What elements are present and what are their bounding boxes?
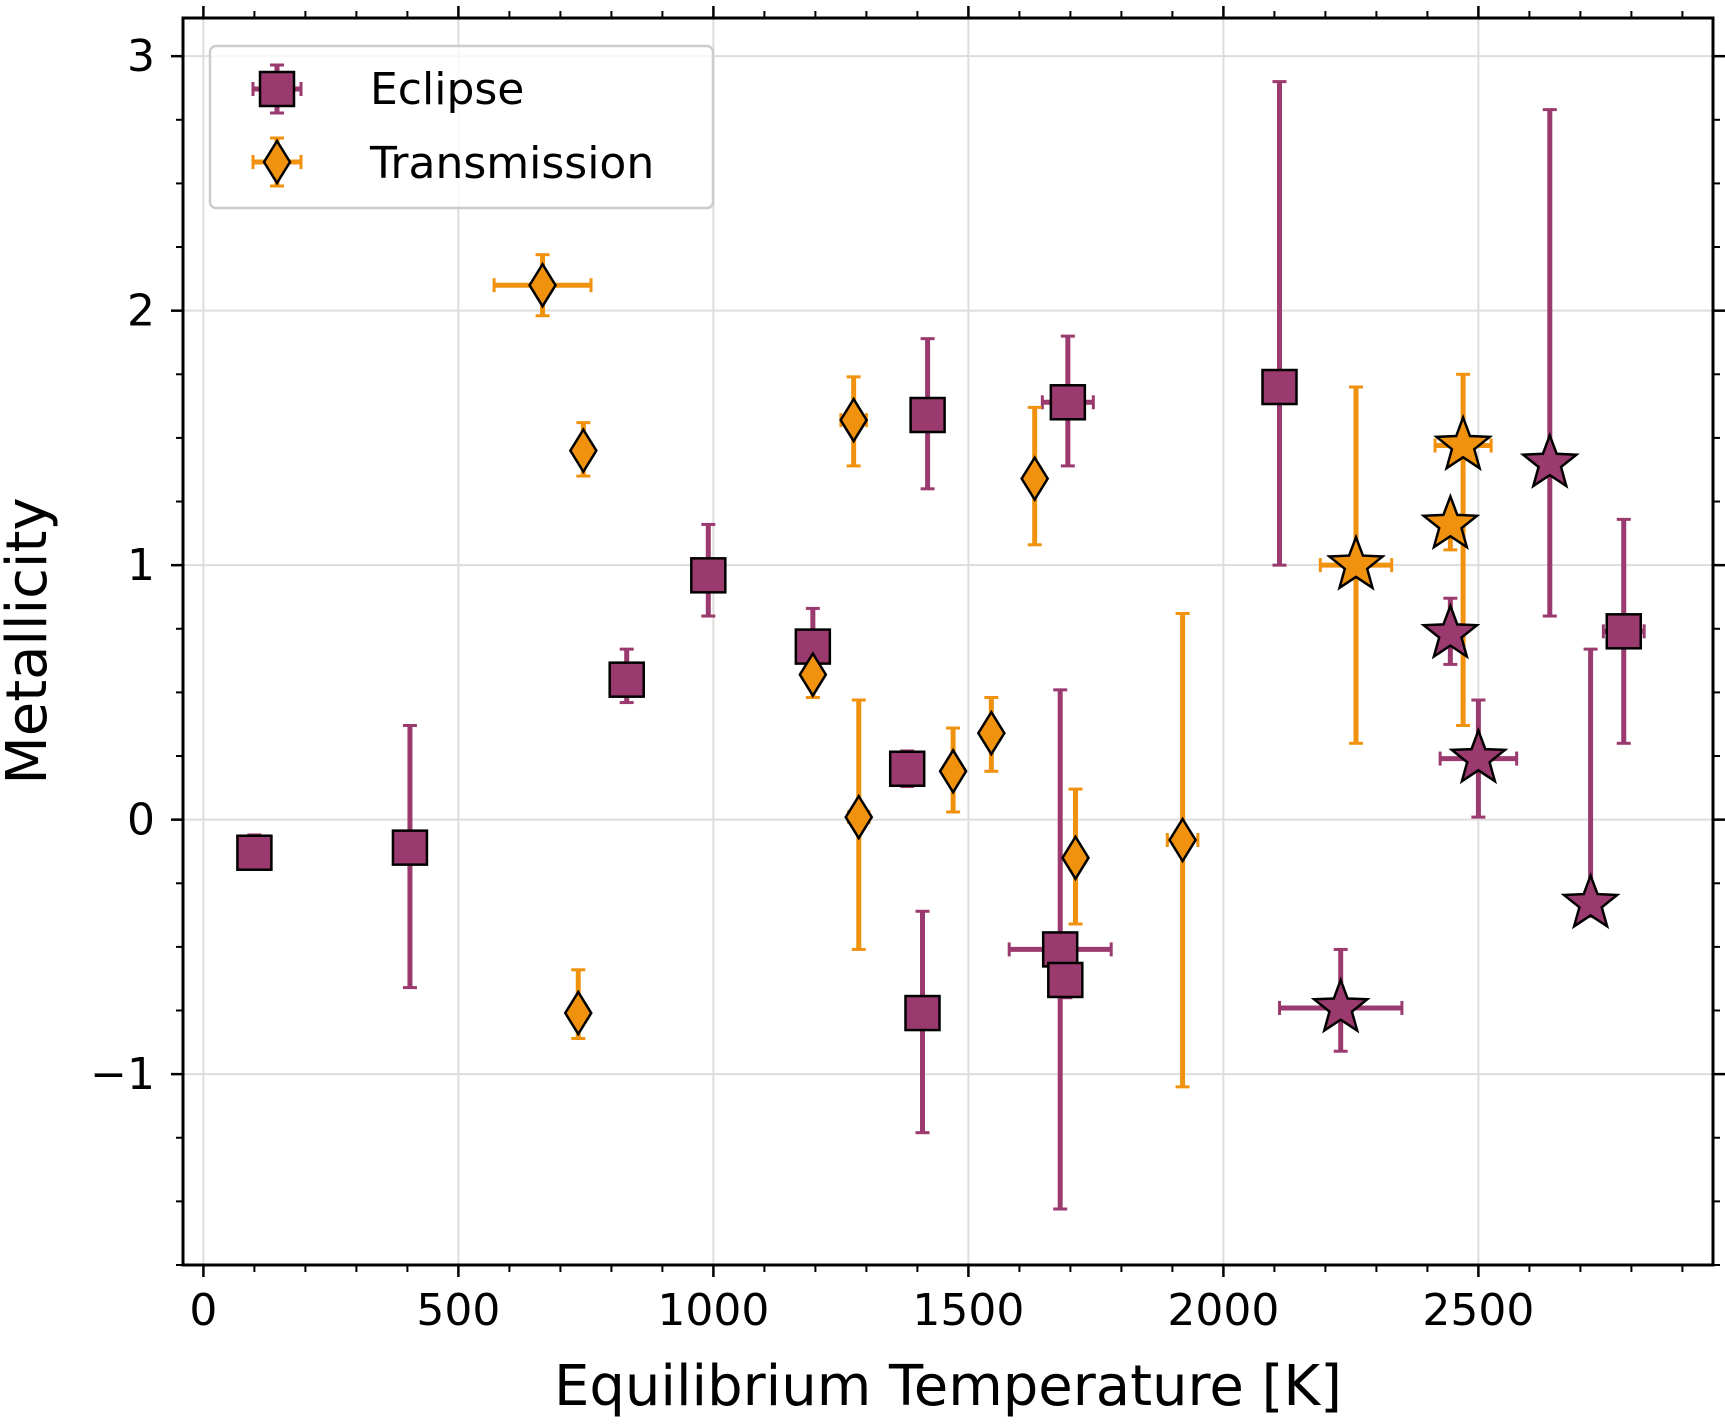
y-tick-label: −1 [90, 1049, 155, 1100]
eclipse-star-marker [1448, 727, 1509, 785]
transmission-diamond-marker [528, 261, 558, 309]
transmission-star-marker [1326, 533, 1386, 591]
eclipse-square-marker [1049, 384, 1087, 421]
eclipse-star-marker [1519, 431, 1580, 489]
y-tick-label: 3 [127, 31, 155, 82]
legend-eclipse-symbol [251, 63, 303, 115]
tick-labels: 0 500 1000 1500 2000 2500 −1 0 1 2 3 [90, 31, 1534, 1336]
eclipse-square-marker [236, 834, 273, 871]
eclipse-square-marker [909, 396, 946, 434]
x-axis-label: Equilibrium Temperature [K] [554, 1354, 1342, 1419]
transmission-diamond-marker [798, 651, 828, 698]
eclipse-square-marker [690, 557, 727, 594]
eclipse-star-marker [1310, 976, 1371, 1034]
transmission-diamond-marker [1020, 455, 1050, 503]
y-tick-label: 2 [127, 286, 155, 337]
eclipse-square-marker [608, 661, 645, 698]
legend-box [208, 44, 715, 210]
legend-transmission-diamond-marker [262, 138, 292, 186]
transmission-diamond-marker [1061, 834, 1090, 882]
transmission-star-marker [1420, 492, 1481, 551]
eclipse-star-marker [1560, 872, 1621, 930]
eclipse-square-marker [888, 750, 926, 787]
legend-transmission-label: Transmission [369, 138, 654, 189]
transmission-diamond-marker [839, 396, 869, 444]
x-tick-label: 0 [189, 1285, 217, 1336]
eclipse-square-marker [391, 829, 429, 866]
y-tick-label: 0 [127, 795, 155, 846]
x-tick-label: 2000 [1167, 1285, 1279, 1336]
x-tick-label: 2500 [1422, 1285, 1534, 1336]
y-axis-label: Metallicity [0, 497, 60, 784]
transmission-diamond-marker [938, 747, 968, 795]
legend-transmission-symbol [251, 136, 303, 188]
data-markers [236, 261, 1642, 1037]
transmission-star-marker [1433, 413, 1494, 472]
eclipse-square-marker [1041, 931, 1079, 968]
eclipse-square-marker [1261, 368, 1298, 406]
transmission-diamond-marker [1168, 816, 1198, 864]
y-tick-label: 1 [127, 540, 155, 591]
transmission-diamond-marker [976, 709, 1006, 757]
eclipse-square-marker [904, 994, 941, 1032]
legend: Eclipse Transmission [208, 44, 715, 210]
transmission-diamond-marker [844, 793, 874, 841]
x-tick-label: 1000 [657, 1285, 769, 1336]
legend-eclipse-square-marker [258, 70, 296, 108]
x-tick-label: 500 [416, 1285, 500, 1336]
eclipse-star-marker [1420, 602, 1481, 660]
eclipse-square-marker [1047, 961, 1084, 999]
transmission-diamond-marker [563, 989, 593, 1037]
legend-eclipse-label: Eclipse [370, 64, 524, 115]
transmission-diamond-marker [568, 427, 598, 475]
x-tick-label: 1500 [912, 1285, 1024, 1336]
plot-frame [181, 16, 1715, 1267]
eclipse-square-marker [1605, 613, 1642, 650]
